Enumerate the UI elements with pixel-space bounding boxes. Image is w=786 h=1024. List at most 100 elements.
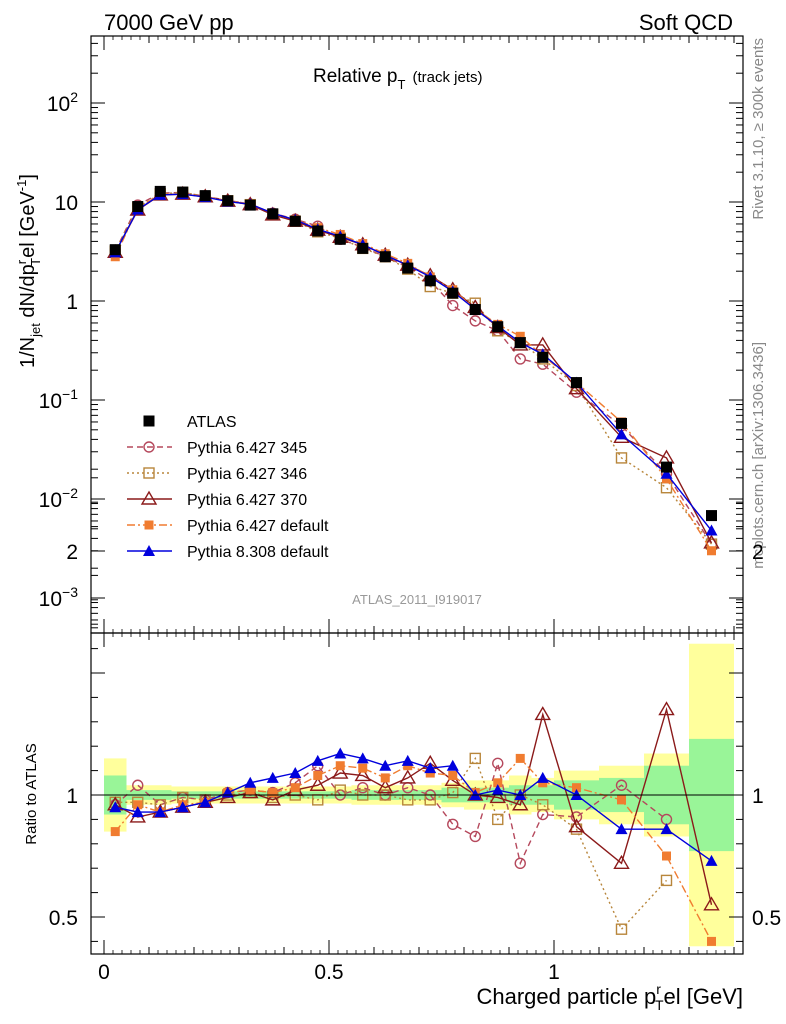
data-point — [357, 242, 369, 254]
legend-marker — [143, 467, 155, 479]
ratio-ticks: 0.5 0.5 1 1 2 2 — [49, 477, 781, 954]
analysis-id-label: ATLAS_2011_I919017 — [352, 592, 482, 607]
ratio-y-tick-label: 1 — [66, 785, 78, 808]
ratio-point — [133, 800, 143, 810]
legend-label: Pythia 8.308 default — [187, 544, 329, 561]
plot-title: Relative pT (track jets) — [313, 66, 482, 92]
x-axis-label: Charged particle pr Tel [GeV] — [477, 981, 744, 1013]
series-line — [114, 193, 713, 544]
legend-label: Pythia 6.427 default — [187, 518, 329, 535]
ratio-point — [245, 785, 255, 795]
legend-marker — [140, 490, 158, 505]
ratio-point — [199, 796, 212, 808]
ratio-point — [356, 752, 369, 764]
data-point — [222, 195, 234, 207]
legend-label: Pythia 6.427 346 — [187, 466, 307, 483]
series-point — [469, 315, 481, 327]
ratio-point — [377, 779, 394, 794]
x-tick-label: 1 — [548, 961, 560, 984]
ratio-point — [536, 771, 549, 783]
ratio-point — [447, 786, 459, 799]
y-tick-label: 10−1 — [39, 386, 79, 413]
ratio-point — [266, 771, 279, 783]
ratio-point — [493, 778, 503, 788]
ratio-point — [313, 770, 323, 780]
main-ticks: 10−3 10−2 10−1 1 10 102 — [39, 36, 743, 633]
ratio-panel: 0.5 0.5 1 1 2 2 — [49, 477, 781, 955]
ratio-point — [379, 759, 392, 771]
ratio-y-tick-label-right: 1 — [752, 785, 764, 808]
series-point — [658, 449, 675, 464]
legend-marker — [143, 441, 155, 453]
ratio-point — [514, 857, 526, 870]
data-point — [492, 321, 504, 333]
plot-title-main: Relative p — [313, 66, 398, 87]
legend-marker — [143, 415, 155, 427]
ratio-series — [107, 701, 720, 946]
legend-label: ATLAS — [187, 414, 237, 431]
mcplots-reference-label: mcplots.cern.ch [arXiv:1306.3436] — [750, 342, 767, 569]
ratio-y-axis-label: Ratio to ATLAS — [23, 743, 40, 844]
data-point — [379, 251, 391, 263]
ratio-point — [131, 806, 144, 818]
ratio-y-tick-label: 2 — [66, 541, 78, 564]
series-point — [707, 546, 716, 556]
data-point — [199, 190, 211, 202]
series-line — [114, 191, 713, 545]
ratio-point — [399, 769, 416, 784]
data-point — [571, 377, 582, 389]
ratio-point — [268, 788, 278, 798]
ratio-point — [110, 827, 120, 837]
legend-label: Pythia 6.427 345 — [187, 440, 307, 457]
series-point — [514, 353, 526, 365]
ratio-point — [512, 796, 529, 811]
ratio-point — [154, 806, 167, 818]
series-point — [705, 524, 718, 536]
ratio-point — [309, 776, 326, 791]
rivet-version-label: Rivet 3.1.10, ≥ 300k events — [750, 38, 767, 220]
ratio-point — [109, 801, 122, 813]
ratio-point — [705, 854, 718, 866]
data-point — [267, 208, 279, 220]
ratio-point — [332, 764, 349, 779]
data-point — [312, 225, 324, 237]
ratio-point — [492, 757, 504, 769]
ratio-point — [515, 753, 525, 763]
series-point — [662, 474, 671, 484]
data-point — [706, 510, 717, 522]
ratio-point — [489, 789, 506, 804]
ratio-point — [703, 896, 720, 911]
series-point — [515, 331, 525, 341]
ratio-point — [448, 770, 458, 780]
data-point — [244, 199, 256, 211]
ratio-point — [572, 783, 581, 793]
ratio-point — [615, 923, 628, 935]
y-tick-label: 10−2 — [39, 485, 79, 512]
ratio-point — [662, 851, 671, 861]
ratio-point — [492, 813, 504, 826]
series-point — [615, 428, 628, 440]
y-tick-label: 10−3 — [39, 584, 79, 611]
data-point — [424, 275, 436, 287]
ratio-y-tick-label-right: 2 — [752, 541, 764, 564]
data-point — [402, 262, 414, 274]
legend: ATLAS Pythia 6.427 345 Pythia 6.427 346 Pyt… — [127, 414, 329, 561]
ratio-point — [290, 783, 300, 793]
data-point — [177, 186, 189, 198]
ratio-point — [311, 754, 324, 766]
ratio-point — [469, 752, 481, 765]
legend-label: Pythia 6.427 370 — [187, 492, 307, 509]
ratio-point — [617, 795, 626, 805]
ratio-point — [446, 759, 459, 771]
x-tick-label: 0.5 — [314, 961, 343, 984]
ratio-y-tick-label-right: 0.5 — [752, 907, 781, 930]
data-point — [661, 461, 672, 473]
series-point — [615, 452, 628, 464]
plot-title-paren: (track jets) — [412, 69, 482, 86]
ratio-point — [537, 799, 549, 811]
ratio-point — [568, 818, 585, 833]
ratio-point — [660, 823, 673, 835]
data-point — [537, 351, 549, 363]
data-point — [469, 304, 481, 316]
